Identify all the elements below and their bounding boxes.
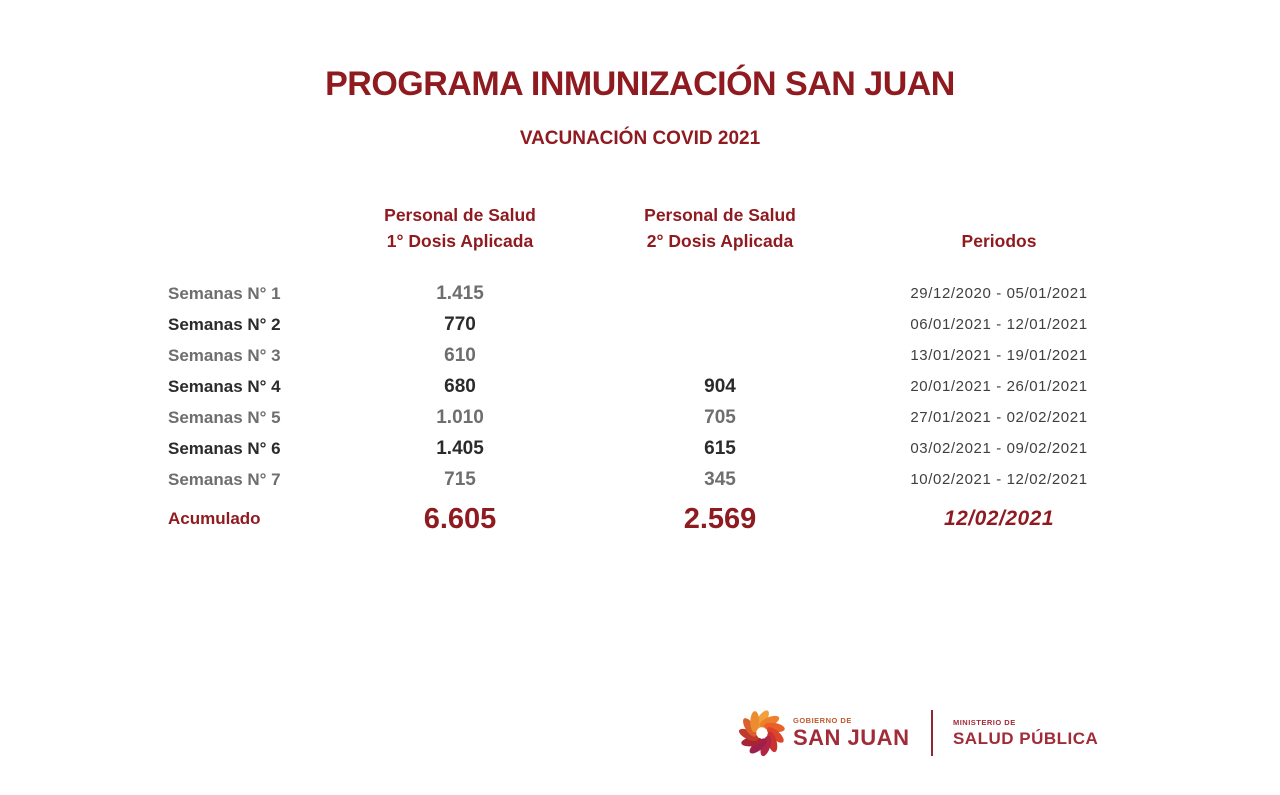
dose1-value: 1.415 (436, 282, 484, 304)
column-header-dose2: Personal de Salud 2° Dosis Aplicada (552, 202, 888, 254)
period-value: 10/02/2021 - 12/02/2021 (910, 471, 1088, 488)
period-value: 20/01/2021 - 26/01/2021 (910, 378, 1088, 395)
table-body: Semanas N° 1 1.415 29/12/2020 - 05/01/20… (0, 278, 1280, 543)
salud-publica-label: SALUD PÚBLICA (952, 728, 1099, 748)
dose1-value: 1.405 (436, 437, 484, 459)
row-label: Semanas N° 1 (168, 283, 281, 303)
table-row-week-7: Semanas N° 7 715 345 10/02/2021 - 12/02/… (0, 464, 1280, 495)
gobierno-san-juan-wordmark: GOBIERNO DE SAN JUAN (793, 717, 909, 749)
dose2-value: 904 (704, 375, 736, 397)
period-value: 06/01/2021 - 12/01/2021 (910, 316, 1088, 333)
dose1-value: 610 (444, 344, 476, 366)
dose1-value: 715 (444, 468, 476, 490)
column-header-dose1-line2: 1° Dosis Aplicada (386, 231, 534, 251)
table-row-week-4: Semanas N° 4 680 904 20/01/2021 - 26/01/… (0, 371, 1280, 402)
dose2-value: 705 (704, 406, 736, 428)
column-header-dose1-line1: Personal de Salud (384, 205, 536, 225)
table-row-week-2: Semanas N° 2 770 06/01/2021 - 12/01/2021 (0, 309, 1280, 340)
ministerio-de-label: MINISTERIO DE (952, 718, 1016, 728)
column-header-dose2-line2: 2° Dosis Aplicada (646, 231, 794, 251)
table-row-total: Acumulado 6.605 2.569 12/02/2021 (0, 495, 1280, 543)
row-label: Semanas N° 3 (168, 345, 281, 365)
period-value: 03/02/2021 - 09/02/2021 (910, 440, 1088, 457)
san-juan-label: SAN JUAN (793, 724, 910, 750)
column-header-dose1: Personal de Salud 1° Dosis Aplicada (368, 202, 552, 254)
period-value: 27/01/2021 - 02/02/2021 (910, 409, 1088, 426)
table-row-week-5: Semanas N° 5 1.010 705 27/01/2021 - 02/0… (0, 402, 1280, 433)
dose2-value: 615 (704, 437, 736, 459)
san-juan-pinwheel-logo-icon (737, 708, 787, 758)
total-dose2-value: 2.569 (683, 502, 757, 535)
total-label: Acumulado (168, 509, 261, 528)
column-header-periods: Periodos (961, 231, 1037, 251)
dose1-value: 680 (444, 375, 476, 397)
dose1-value: 770 (444, 313, 476, 335)
gobierno-de-label: GOBIERNO DE (793, 716, 852, 726)
dose1-value: 1.010 (436, 406, 484, 428)
row-label: Semanas N° 2 (168, 314, 281, 334)
footer-logos: GOBIERNO DE SAN JUAN MINISTERIO DE SALUD… (737, 708, 1098, 758)
row-label: Semanas N° 6 (168, 438, 281, 458)
table-header: Personal de Salud 1° Dosis Aplicada Pers… (0, 202, 1280, 254)
footer-divider (931, 710, 933, 756)
table-row-week-1: Semanas N° 1 1.415 29/12/2020 - 05/01/20… (0, 278, 1280, 309)
dose2-value: 345 (704, 468, 736, 490)
row-label: Semanas N° 7 (168, 469, 281, 489)
row-label: Semanas N° 5 (168, 407, 281, 427)
page-title: PROGRAMA INMUNIZACIÓN SAN JUAN (325, 65, 955, 103)
table-row-week-6: Semanas N° 6 1.405 615 03/02/2021 - 09/0… (0, 433, 1280, 464)
column-header-dose2-line1: Personal de Salud (644, 205, 796, 225)
table-row-week-3: Semanas N° 3 610 13/01/2021 - 19/01/2021 (0, 340, 1280, 371)
total-date: 12/02/2021 (943, 507, 1055, 530)
total-dose1-value: 6.605 (423, 502, 497, 535)
period-value: 29/12/2020 - 05/01/2021 (910, 285, 1088, 302)
ministerio-salud-publica-wordmark: MINISTERIO DE SALUD PÚBLICA (953, 719, 1098, 747)
period-value: 13/01/2021 - 19/01/2021 (910, 347, 1088, 364)
row-label: Semanas N° 4 (168, 376, 281, 396)
page-subtitle: VACUNACIÓN COVID 2021 (519, 128, 761, 149)
